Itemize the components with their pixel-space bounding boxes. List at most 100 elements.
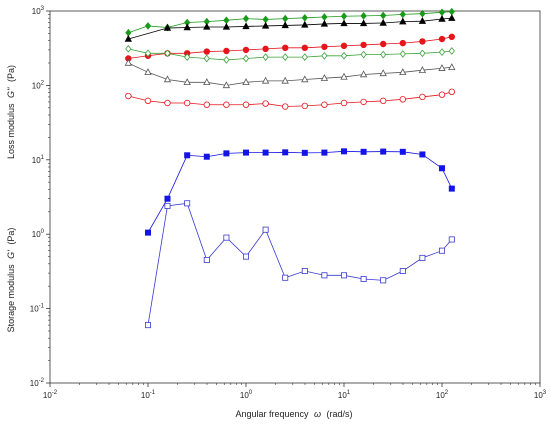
data-point [164, 49, 171, 58]
data-point [223, 150, 230, 157]
data-point [360, 41, 367, 49]
data-point [184, 152, 191, 159]
data-point [438, 14, 446, 22]
data-point [144, 229, 151, 236]
data-point [380, 50, 387, 59]
y-tick-label: 100 [32, 229, 45, 239]
data-point [360, 275, 367, 282]
plot-frame [49, 10, 541, 384]
series-group [124, 7, 456, 329]
data-point [125, 45, 132, 53]
data-point [418, 17, 427, 24]
data-point [380, 40, 387, 48]
data-point [282, 103, 289, 110]
data-point [125, 92, 132, 100]
data-point [448, 7, 455, 16]
data-point [282, 44, 289, 52]
series-line [128, 48, 452, 61]
y-axis-label-storage: Storage modulus G' (Pa) [6, 228, 16, 333]
data-point [360, 98, 367, 106]
data-point [242, 253, 249, 260]
data-point [399, 268, 406, 275]
data-point [164, 99, 171, 107]
x-tick-label: 101 [338, 390, 351, 400]
data-point [203, 257, 210, 264]
data-point [448, 14, 456, 21]
data-point [399, 17, 407, 25]
data-point [360, 50, 367, 59]
data-point [282, 274, 289, 281]
data-point [124, 34, 133, 42]
data-point [448, 88, 456, 96]
data-point [340, 19, 348, 27]
data-point [340, 51, 348, 60]
data-point [321, 13, 328, 21]
series-5 [125, 88, 456, 110]
y-tick-label: 102 [32, 80, 45, 90]
data-point [242, 22, 250, 30]
data-point [321, 51, 328, 60]
data-point [183, 23, 191, 31]
data-point [438, 247, 445, 254]
data-point [223, 16, 230, 25]
data-point [301, 44, 308, 52]
data-point [448, 47, 455, 55]
data-point [203, 78, 211, 86]
data-point [184, 53, 191, 61]
data-point [419, 9, 426, 18]
data-point [340, 148, 347, 155]
data-point [183, 99, 191, 107]
series-line [147, 202, 453, 326]
data-point [203, 101, 210, 108]
data-point [438, 165, 445, 172]
data-point [418, 66, 427, 73]
data-point [242, 46, 250, 54]
series-6 [144, 148, 455, 236]
data-point [399, 50, 406, 58]
data-point [164, 195, 171, 202]
data-point [261, 76, 270, 84]
data-point [222, 81, 231, 89]
x-tick-label: 10-2 [43, 390, 58, 400]
data-point [282, 53, 289, 61]
data-point [242, 78, 250, 86]
data-point [438, 91, 446, 98]
data-point [448, 185, 455, 192]
data-point [340, 12, 348, 21]
data-point [223, 47, 230, 55]
data-point [419, 254, 426, 261]
data-point [438, 48, 446, 56]
y-tick-label: 103 [32, 6, 45, 16]
data-point [438, 8, 446, 17]
data-point [203, 22, 211, 30]
data-point [321, 101, 328, 108]
data-point [301, 13, 308, 22]
data-point [320, 74, 329, 81]
data-point [262, 149, 269, 156]
data-point [438, 35, 446, 43]
data-point [301, 20, 309, 28]
data-point [223, 56, 230, 64]
x-tick-label: 103 [534, 390, 547, 400]
data-point [242, 14, 250, 23]
data-point [340, 42, 348, 50]
data-point [379, 18, 387, 26]
data-point [144, 49, 152, 58]
x-tick-label: 100 [240, 390, 253, 400]
series-line [128, 91, 452, 107]
data-point [380, 97, 387, 105]
y-tick-label: 10-2 [30, 378, 45, 388]
data-point [321, 43, 328, 51]
data-point [163, 23, 172, 31]
data-point [359, 70, 368, 78]
series-line [128, 11, 452, 34]
data-point [203, 54, 210, 63]
data-point [242, 101, 250, 108]
y-tick-label: 101 [32, 155, 45, 165]
data-point [448, 63, 456, 71]
series-line [147, 150, 453, 233]
data-point [320, 19, 329, 27]
data-point [242, 54, 250, 63]
data-point [399, 96, 406, 103]
data-point [399, 39, 406, 47]
